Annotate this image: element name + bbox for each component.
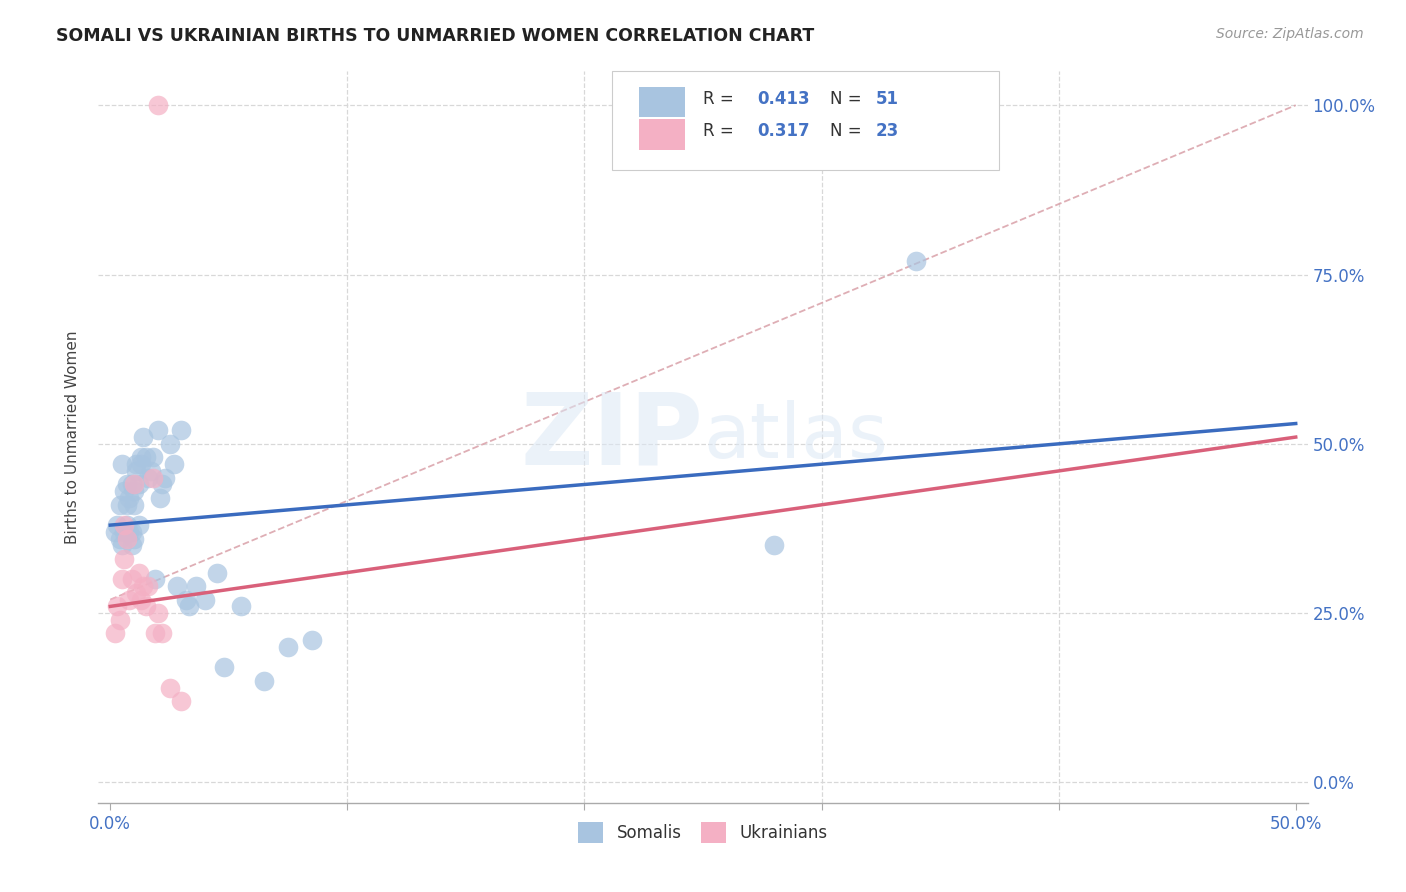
Point: [122, 532, 145, 546]
Point: [174, 592, 197, 607]
Point: [121, 477, 143, 491]
Legend: Somalis, Ukrainians: Somalis, Ukrainians: [571, 815, 835, 849]
Point: [132, 430, 155, 444]
Point: [125, 586, 148, 600]
Point: [129, 457, 152, 471]
Point: [170, 694, 193, 708]
Text: N =: N =: [830, 122, 862, 140]
Point: [125, 464, 148, 478]
Point: [159, 681, 181, 695]
Point: [136, 471, 159, 485]
Point: [153, 471, 176, 485]
Point: [104, 626, 127, 640]
Point: [114, 518, 136, 533]
Point: [149, 491, 172, 505]
Y-axis label: Births to Unmarried Women: Births to Unmarried Women: [65, 330, 80, 544]
Point: [122, 498, 145, 512]
Point: [114, 552, 136, 566]
Point: [115, 518, 138, 533]
Point: [108, 532, 131, 546]
Point: [184, 579, 207, 593]
Point: [146, 606, 169, 620]
Text: atlas: atlas: [703, 401, 887, 474]
Text: SOMALI VS UKRAINIAN BIRTHS TO UNMARRIED WOMEN CORRELATION CHART: SOMALI VS UKRAINIAN BIRTHS TO UNMARRIED …: [56, 27, 814, 45]
Point: [143, 626, 166, 640]
Point: [115, 498, 138, 512]
Bar: [638, 87, 685, 118]
Point: [139, 464, 162, 478]
Point: [132, 579, 155, 593]
Point: [115, 532, 138, 546]
Point: [129, 450, 152, 465]
Point: [177, 599, 200, 614]
Point: [905, 254, 928, 268]
Point: [159, 437, 181, 451]
Point: [136, 579, 159, 593]
Text: 23: 23: [876, 122, 900, 140]
Text: N =: N =: [830, 90, 862, 108]
Text: ZIP: ZIP: [520, 389, 703, 485]
Point: [122, 477, 145, 491]
Point: [277, 640, 299, 654]
Point: [111, 457, 134, 471]
Bar: [638, 119, 685, 150]
Text: Source: ZipAtlas.com: Source: ZipAtlas.com: [1216, 27, 1364, 41]
Text: R =: R =: [703, 90, 734, 108]
Point: [118, 491, 141, 505]
Point: [121, 572, 143, 586]
Point: [121, 538, 143, 552]
Point: [142, 471, 165, 485]
Point: [111, 572, 134, 586]
Point: [121, 524, 143, 539]
Point: [212, 660, 235, 674]
Point: [115, 477, 138, 491]
Point: [301, 633, 323, 648]
Point: [128, 477, 150, 491]
Point: [152, 477, 174, 491]
Point: [194, 592, 217, 607]
Point: [253, 673, 276, 688]
Point: [118, 524, 141, 539]
Text: 0.413: 0.413: [758, 90, 810, 108]
Text: R =: R =: [703, 122, 734, 140]
Point: [129, 592, 152, 607]
Point: [118, 592, 141, 607]
Text: 0.317: 0.317: [758, 122, 810, 140]
Point: [205, 566, 228, 580]
Point: [128, 518, 150, 533]
Point: [108, 613, 131, 627]
Point: [104, 524, 127, 539]
Point: [125, 457, 148, 471]
Point: [142, 450, 165, 465]
Point: [229, 599, 252, 614]
Point: [135, 450, 157, 465]
Point: [108, 498, 131, 512]
Point: [114, 484, 136, 499]
Point: [105, 518, 128, 533]
Text: 51: 51: [876, 90, 898, 108]
Point: [105, 599, 128, 614]
Point: [143, 572, 166, 586]
FancyBboxPatch shape: [613, 71, 1000, 170]
Point: [135, 599, 157, 614]
Point: [111, 538, 134, 552]
Point: [146, 98, 169, 112]
Point: [122, 484, 145, 499]
Point: [146, 423, 169, 437]
Point: [163, 457, 186, 471]
Point: [166, 579, 188, 593]
Point: [152, 626, 174, 640]
Point: [128, 566, 150, 580]
Point: [763, 538, 786, 552]
Point: [170, 423, 193, 437]
Point: [114, 524, 136, 539]
